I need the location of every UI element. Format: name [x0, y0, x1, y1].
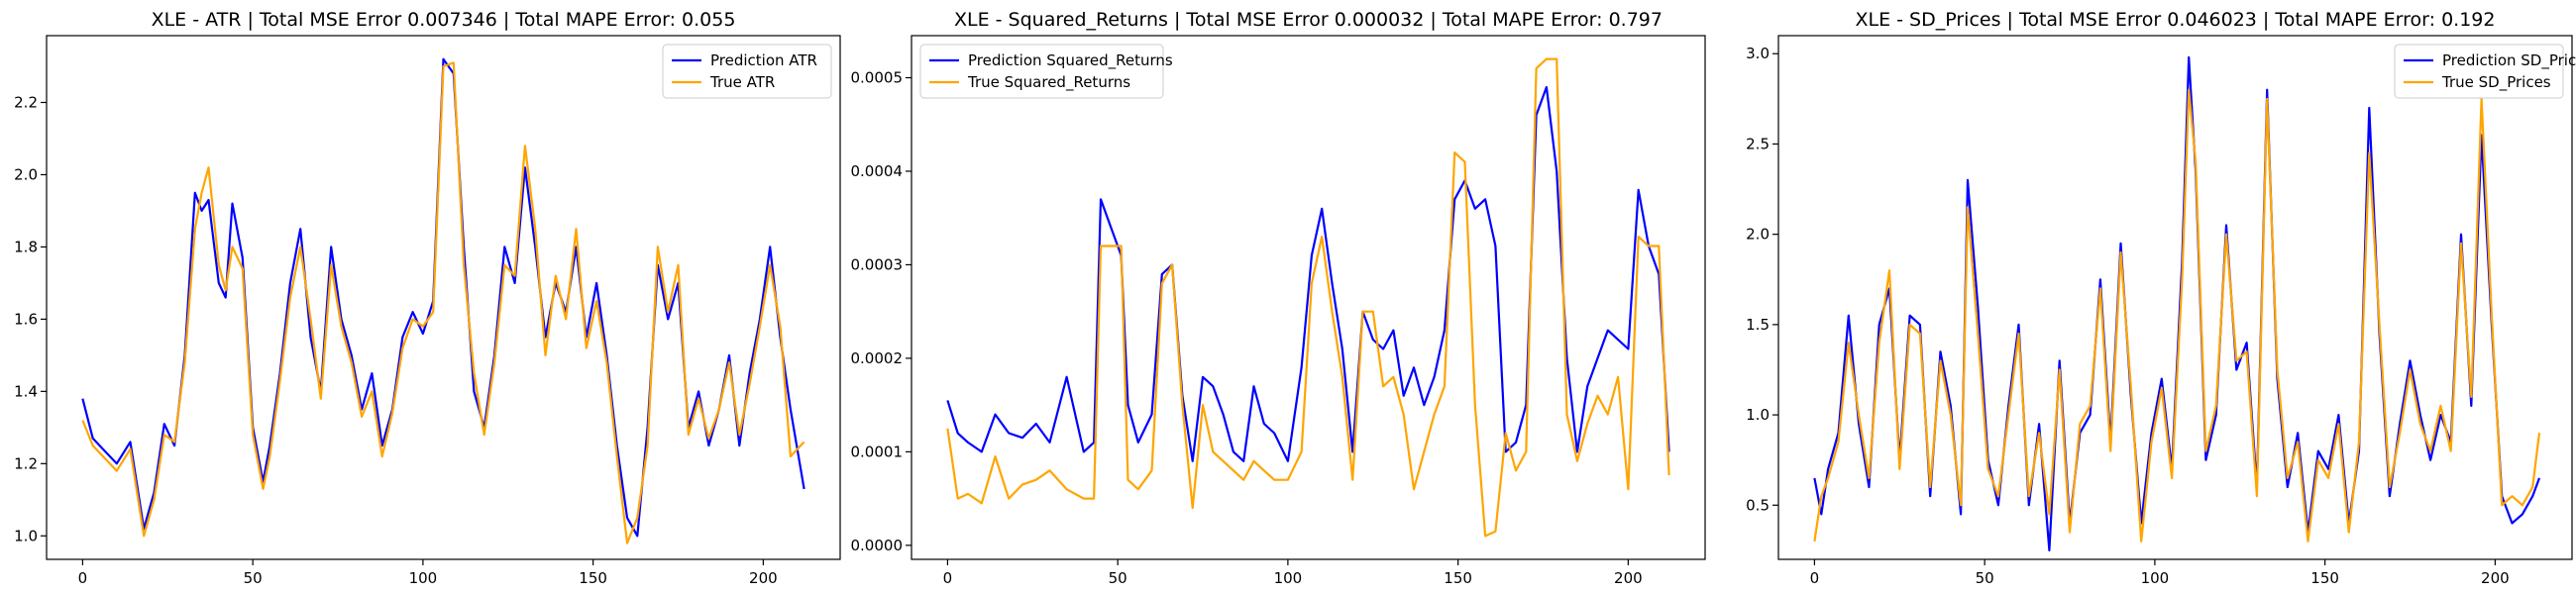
y-tick-label: 1.8: [14, 238, 38, 255]
legend-label: Prediction ATR: [710, 51, 817, 69]
y-tick-label: 0.0005: [851, 69, 904, 87]
x-tick-label: 50: [1109, 569, 1127, 587]
series-line-true: [946, 57, 1670, 538]
plot-title: XLE - SD_Prices | Total MSE Error 0.0460…: [1856, 9, 2496, 31]
y-tick-label: 1.0: [1746, 406, 1770, 424]
y-tick-label: 0.0003: [851, 255, 904, 273]
x-tick-label: 150: [2310, 569, 2339, 587]
axes-frame: [1777, 35, 2573, 560]
y-tick-label: 3.0: [1746, 45, 1770, 62]
subplot-2: XLE - Squared_Returns | Total MSE Error …: [851, 9, 1706, 587]
y-tick-label: 1.4: [14, 382, 38, 400]
series-line-true: [1813, 88, 2541, 543]
x-tick-label: 0: [78, 569, 88, 587]
axes-frame: [911, 35, 1706, 560]
y-tick-label: 0.5: [1746, 496, 1770, 514]
y-tick-label: 1.5: [1746, 316, 1770, 334]
y-tick-label: 1.6: [14, 310, 38, 328]
y-tick-label: 2.0: [1746, 226, 1770, 244]
x-tick-label: 0: [1810, 569, 1820, 587]
y-tick-label: 1.2: [14, 454, 38, 472]
series-line-prediction: [1813, 55, 2541, 552]
y-tick-label: 2.5: [1746, 135, 1770, 152]
x-tick-label: 50: [244, 569, 263, 587]
plot-title: XLE - Squared_Returns | Total MSE Error …: [954, 9, 1663, 31]
legend-box: [662, 44, 832, 99]
x-tick-label: 100: [2141, 569, 2170, 587]
legend-label: True SD_Prices: [2441, 73, 2551, 92]
legend-box: [919, 44, 1164, 99]
x-tick-label: 100: [1274, 569, 1303, 587]
series-line-true: [81, 61, 805, 544]
y-tick-label: 0.0000: [851, 537, 904, 554]
x-tick-label: 150: [579, 569, 607, 587]
legend-label: True Squared_Returns: [967, 73, 1130, 92]
y-tick-label: 0.0002: [851, 349, 904, 367]
x-tick-label: 100: [409, 569, 438, 587]
series-line-prediction: [81, 57, 805, 538]
subplot-3: XLE - SD_Prices | Total MSE Error 0.0460…: [1746, 9, 2576, 587]
x-tick-label: 50: [1976, 569, 1994, 587]
x-tick-label: 0: [943, 569, 953, 587]
y-tick-label: 2.2: [14, 93, 38, 111]
legend: Prediction SD_Prices True SD_Prices: [2394, 44, 2576, 99]
y-tick-label: 2.0: [14, 165, 38, 183]
legend-label: Prediction Squared_Returns: [968, 51, 1173, 70]
legend: Prediction Squared_Returns True Squared_R…: [919, 44, 1173, 99]
legend-label: Prediction SD_Prices: [2442, 51, 2576, 70]
y-tick-label: 0.0004: [851, 162, 904, 180]
series-line-prediction: [946, 85, 1670, 462]
x-tick-label: 200: [2481, 569, 2510, 587]
axes-frame: [46, 35, 841, 560]
x-tick-label: 150: [1444, 569, 1472, 587]
y-tick-label: 1.0: [14, 527, 38, 544]
x-tick-label: 200: [1614, 569, 1643, 587]
subplot-1: XLE - ATR | Total MSE Error 0.007346 | T…: [14, 9, 841, 587]
legend-box: [2394, 44, 2564, 99]
plot-title: XLE - ATR | Total MSE Error 0.007346 | T…: [152, 9, 736, 31]
legend-label: True ATR: [709, 73, 775, 91]
x-tick-label: 200: [749, 569, 778, 587]
legend: Prediction ATR True ATR: [662, 44, 832, 99]
y-tick-label: 0.0001: [851, 443, 904, 460]
